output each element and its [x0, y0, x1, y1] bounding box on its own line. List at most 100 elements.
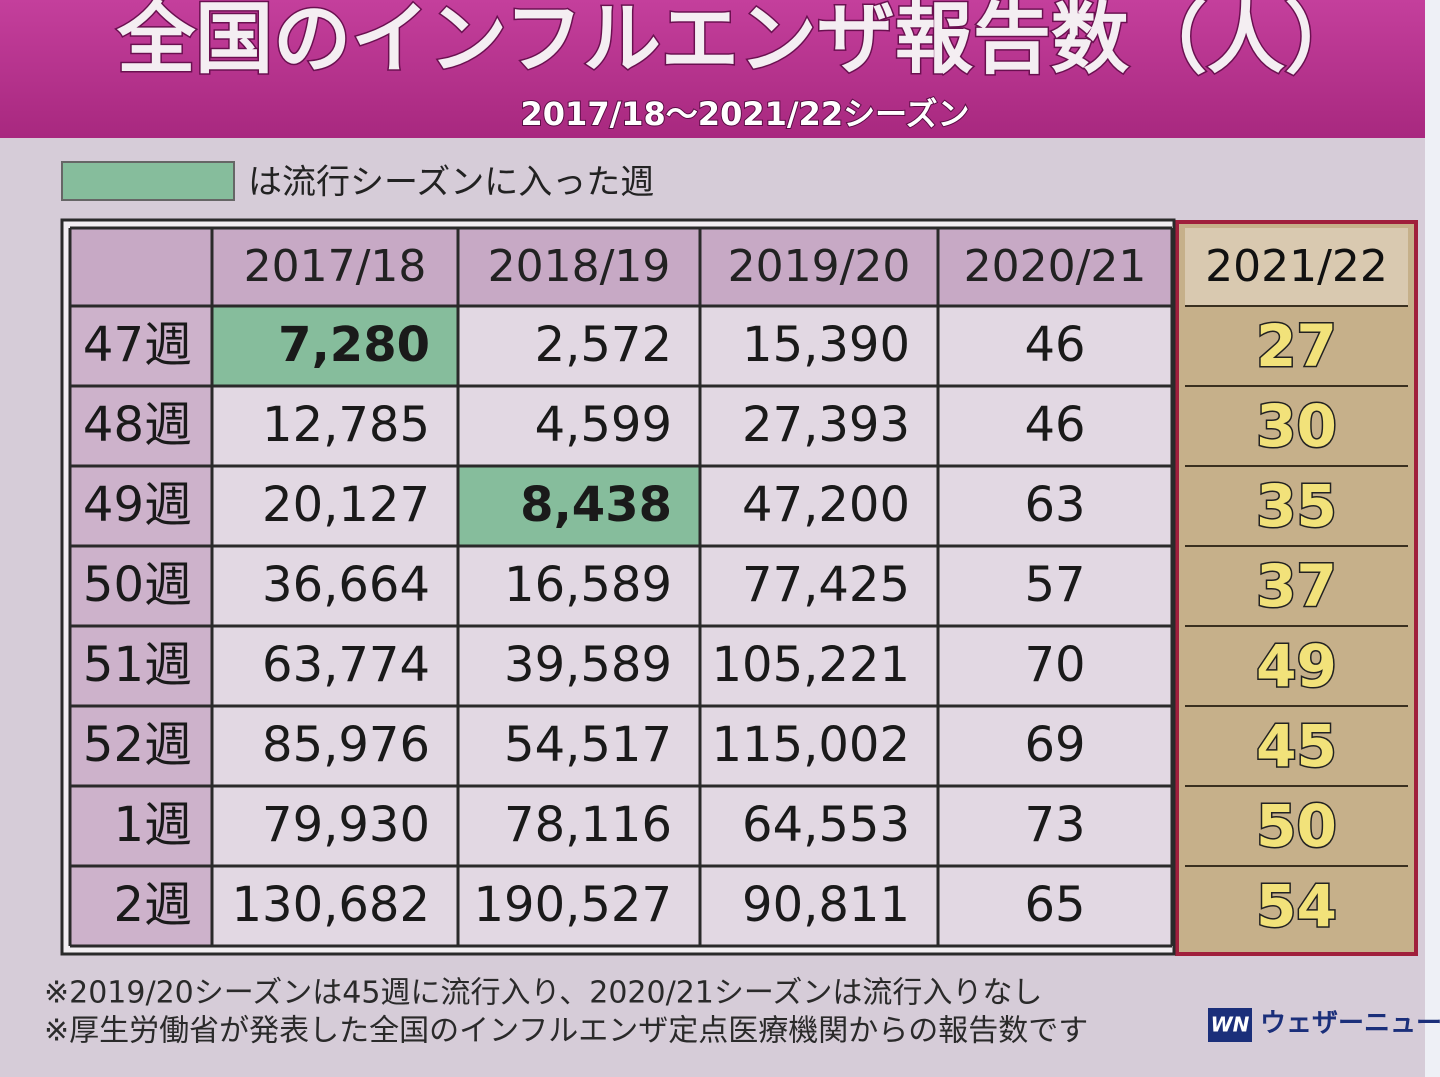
cell-value: 73 — [1024, 797, 1085, 853]
logo-box — [1208, 1008, 1252, 1042]
footnote: ※2019/20シーズンは45週に流行入り、2020/21シーズンは流行入りなし — [44, 976, 1042, 1011]
week-cell — [70, 866, 212, 946]
cell-value: 54,517 — [504, 717, 672, 773]
cell-value: 7,280 — [278, 317, 430, 373]
cell-value: 130,682 — [232, 877, 431, 933]
cell-value: 115,002 — [712, 717, 911, 773]
week-cell — [70, 626, 212, 706]
cell-value: 35 — [1256, 472, 1337, 540]
cell-value: 20,127 — [262, 477, 430, 533]
cell-value: 49 — [1256, 632, 1337, 700]
column-header: 2017/18 — [244, 241, 427, 292]
cell-value: 16,589 — [504, 557, 672, 613]
cell-value: 46 — [1024, 397, 1085, 453]
cell-bg — [700, 626, 938, 706]
cell-bg — [458, 546, 700, 626]
cell-value: 15,390 — [742, 317, 910, 373]
cell-bg — [212, 626, 458, 706]
cell-value: 12,785 — [262, 397, 430, 453]
cell-value: 8,438 — [520, 477, 672, 533]
header-cell — [938, 228, 1172, 306]
week-cell — [70, 706, 212, 786]
cell-bg — [458, 626, 700, 706]
column-header: 2020/21 — [964, 241, 1147, 292]
week-label: 51週 — [83, 637, 192, 693]
cell-value: 37 — [1256, 552, 1337, 620]
column-header: 2018/19 — [488, 241, 671, 292]
subtitle: 2017/18～2021/22シーズン — [521, 95, 970, 133]
week-cell — [70, 306, 212, 386]
legend-text: は流行シーズンに入った週 — [248, 163, 654, 203]
cell-bg — [212, 306, 458, 386]
cell-bg — [938, 866, 1172, 946]
cell-bg — [938, 786, 1172, 866]
title: 全国のインフルエンザ報告数（人） — [116, 0, 1363, 84]
cell-bg — [212, 706, 458, 786]
header-cell — [212, 228, 458, 306]
cell-bg — [938, 546, 1172, 626]
week-cell — [70, 466, 212, 546]
cell-value: 45 — [1256, 712, 1337, 780]
table-frame — [60, 218, 1176, 956]
header-band — [0, 0, 1440, 138]
cell-value: 78,116 — [504, 797, 672, 853]
cell-value: 50 — [1256, 792, 1337, 860]
cell-bg — [458, 306, 700, 386]
cell-value: 63,774 — [262, 637, 430, 693]
header-cell — [70, 228, 212, 306]
week-label: 50週 — [83, 557, 192, 613]
cell-value: 63 — [1024, 477, 1085, 533]
week-label: 48週 — [83, 397, 192, 453]
week-label: 47週 — [83, 317, 192, 373]
cell-bg — [212, 546, 458, 626]
cell-value: 64,553 — [742, 797, 910, 853]
cell-bg — [938, 466, 1172, 546]
screen-edge — [1425, 0, 1440, 1077]
cell-value: 90,811 — [742, 877, 910, 933]
gold-column — [1175, 220, 1418, 956]
cell-value: 36,664 — [262, 557, 430, 613]
cell-bg — [700, 866, 938, 946]
column-header: 2019/20 — [728, 241, 911, 292]
cell-value: 77,425 — [742, 557, 910, 613]
cell-value: 79,930 — [262, 797, 430, 853]
cell-value: 46 — [1024, 317, 1085, 373]
cell-value: 27 — [1256, 312, 1337, 380]
cell-bg — [700, 466, 938, 546]
week-cell — [70, 546, 212, 626]
legend-swatch — [61, 161, 235, 201]
week-cell — [70, 386, 212, 466]
cell-bg — [212, 866, 458, 946]
cell-bg — [700, 546, 938, 626]
column-header: 2021/22 — [1205, 241, 1388, 292]
cell-bg — [212, 466, 458, 546]
cell-bg — [700, 306, 938, 386]
cell-bg — [938, 706, 1172, 786]
week-label: 52週 — [83, 717, 192, 773]
cell-bg — [458, 386, 700, 466]
header-cell — [700, 228, 938, 306]
cell-bg — [458, 866, 700, 946]
logo-mark: WN — [1211, 1013, 1250, 1037]
cell-bg — [938, 386, 1172, 466]
cell-bg — [458, 466, 700, 546]
cell-bg — [700, 386, 938, 466]
cell-bg — [458, 786, 700, 866]
cell-value: 190,527 — [474, 877, 673, 933]
cell-bg — [212, 386, 458, 466]
week-cell — [70, 786, 212, 866]
header-cell — [1185, 228, 1408, 306]
week-label: 49週 — [83, 477, 192, 533]
cell-value: 65 — [1024, 877, 1085, 933]
cell-bg — [700, 786, 938, 866]
cell-value: 39,589 — [504, 637, 672, 693]
cell-value: 57 — [1024, 557, 1085, 613]
cell-bg — [938, 626, 1172, 706]
header-cell — [458, 228, 700, 306]
cell-bg — [458, 706, 700, 786]
week-label: 1週 — [113, 797, 192, 853]
cell-value: 2,572 — [535, 317, 672, 373]
table: 2017/18 2018/19 2019/20 2020/21 2021/22 47週 7,… — [60, 218, 1418, 956]
cell-value: 85,976 — [262, 717, 430, 773]
